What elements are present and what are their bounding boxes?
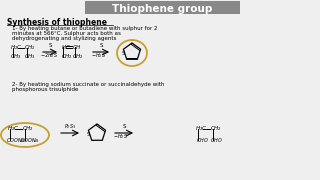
Text: $CH_2$: $CH_2$: [210, 125, 222, 133]
Text: S: S: [99, 43, 103, 48]
Text: $CH_2$: $CH_2$: [24, 44, 36, 52]
Text: S: S: [122, 124, 126, 129]
FancyBboxPatch shape: [85, 1, 240, 14]
Text: $P_2S_3$: $P_2S_3$: [64, 122, 76, 131]
Text: $H_2C$: $H_2C$: [10, 44, 23, 52]
Text: $CHO$: $CHO$: [210, 136, 223, 144]
Text: Thiophene group: Thiophene group: [112, 3, 212, 13]
Text: $CH$: $CH$: [72, 43, 82, 51]
Text: $CHO$: $CHO$: [196, 136, 209, 144]
Text: S: S: [122, 51, 125, 56]
Text: $- H_2S$: $- H_2S$: [91, 51, 106, 60]
Text: $HC$: $HC$: [61, 43, 71, 51]
Text: $CH_2$: $CH_2$: [61, 53, 73, 61]
Text: phosphorous trisulphide: phosphorous trisulphide: [12, 87, 78, 92]
Text: S: S: [87, 132, 90, 137]
Text: $- H_2S$: $- H_2S$: [113, 132, 128, 141]
Text: $CH_3$: $CH_3$: [24, 53, 36, 61]
Text: $COONa$: $COONa$: [20, 136, 39, 144]
Text: 1- By heating butane or butadiene with sulphur for 2: 1- By heating butane or butadiene with s…: [12, 26, 157, 31]
Text: minutes at 566°C. Sulphur acts both as: minutes at 566°C. Sulphur acts both as: [12, 31, 121, 36]
Text: Synthesis of thiophene: Synthesis of thiophene: [7, 18, 107, 27]
Text: $- 2 H_2S$: $- 2 H_2S$: [40, 51, 58, 60]
Text: $CH_2$: $CH_2$: [72, 53, 84, 61]
Text: $H_2C$: $H_2C$: [195, 125, 208, 133]
Text: S: S: [48, 43, 52, 48]
Text: $CH_2$: $CH_2$: [22, 125, 34, 133]
Text: 2- By heating sodium succinate or succinaldehyde with: 2- By heating sodium succinate or succin…: [12, 82, 164, 87]
Text: $H_2C$: $H_2C$: [7, 125, 20, 133]
Text: $COONa$: $COONa$: [6, 136, 25, 144]
Text: $CH_3$: $CH_3$: [10, 53, 22, 61]
Text: dehydrogenating and stylizing agents: dehydrogenating and stylizing agents: [12, 36, 116, 41]
